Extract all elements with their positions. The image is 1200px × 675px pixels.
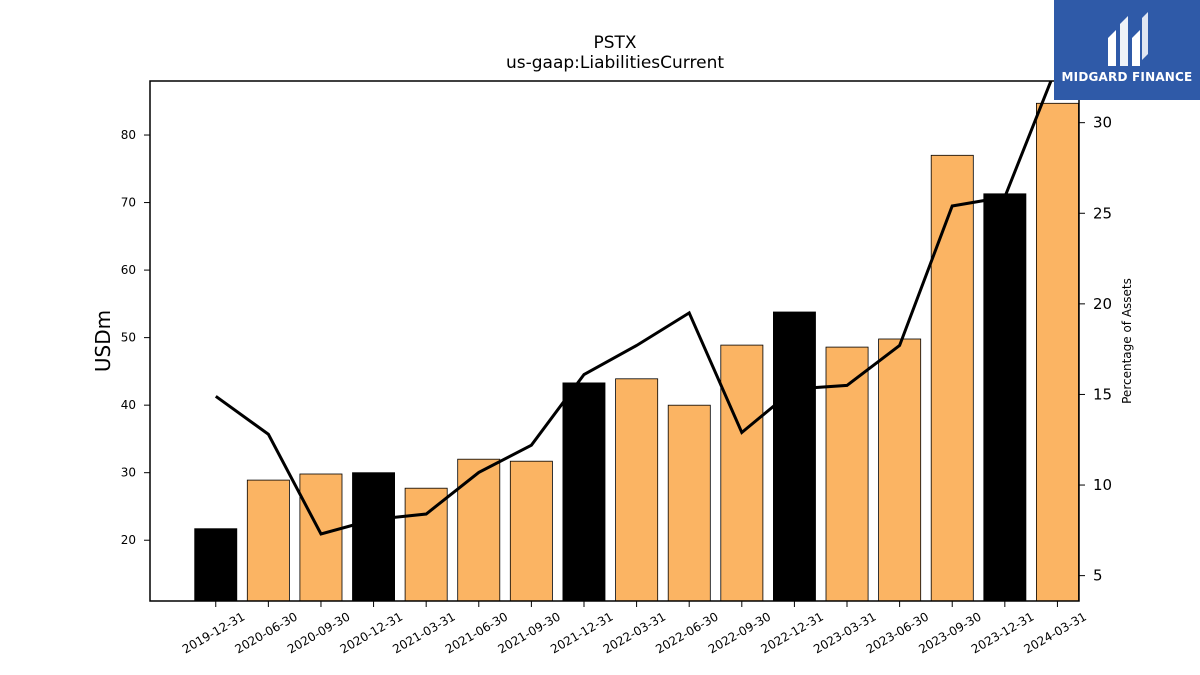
y2-tick-label: 25: [1093, 204, 1112, 222]
y2-tick-label: 20: [1093, 295, 1112, 313]
y-tick-label: 80: [121, 128, 136, 142]
bar-2019-12-31: [194, 528, 238, 602]
y-tick-label: 30: [121, 466, 136, 480]
midgard-finance-logo: MIDGARD FINANCE: [1054, 0, 1200, 100]
y-tick-label: 70: [121, 196, 136, 210]
y2-tick-label: 30: [1093, 114, 1112, 132]
y2-tick-label: 15: [1093, 385, 1112, 403]
chart-subtitle: us-gaap:LiabilitiesCurrent: [506, 53, 724, 73]
y-tick-label: 60: [121, 263, 136, 277]
bar-2022-09-30: [720, 344, 764, 602]
bar-2020-09-30: [299, 473, 343, 602]
y2-tick-label: 10: [1093, 476, 1112, 494]
bar-2020-06-30: [246, 479, 290, 602]
bar-2023-06-30: [878, 338, 922, 602]
bar-2023-03-31: [825, 346, 869, 602]
y2-tick-label: 5: [1093, 567, 1103, 585]
bar-2020-12-31: [352, 472, 395, 602]
bar-2021-09-30: [509, 460, 553, 602]
y-tick-label: 40: [121, 398, 136, 412]
plot-frame: [149, 80, 1080, 602]
bar-2023-09-30: [930, 154, 974, 602]
bar-2023-12-31: [983, 193, 1027, 602]
bar-2022-12-31: [773, 311, 816, 602]
bar-2021-03-31: [404, 487, 448, 602]
bar-2024-03-31: [1036, 102, 1079, 602]
bar-2021-12-31: [562, 382, 606, 602]
y2-axis-label: Percentage of Assets: [1120, 278, 1134, 404]
bar-2022-03-31: [615, 378, 659, 602]
bar-2022-06-30: [667, 404, 711, 602]
percentage-of-assets-line: [214, 81, 1053, 536]
bar-2021-06-30: [457, 458, 501, 602]
midgard-logo-icon: [1108, 12, 1148, 66]
logo-text: MIDGARD FINANCE: [1061, 70, 1193, 84]
y-axis-label: USDm: [91, 310, 115, 372]
y-tick-label: 20: [121, 533, 136, 547]
y-tick-label: 50: [121, 331, 136, 345]
chart-title: PSTX: [593, 33, 636, 53]
